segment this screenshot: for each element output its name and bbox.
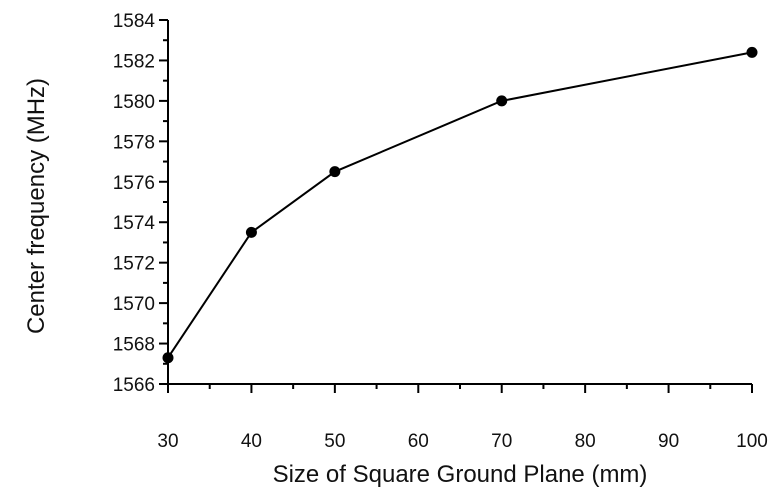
x-tick-label: 30	[157, 431, 178, 452]
x-tick-label: 40	[241, 431, 262, 452]
data-point	[245, 226, 257, 238]
x-tick-label: 100	[736, 431, 768, 452]
x-axis-title: Size of Square Ground Plane (mm)	[273, 461, 648, 488]
data-point	[329, 166, 341, 178]
data-point	[162, 352, 174, 364]
y-tick-label: 1566	[113, 375, 155, 396]
y-tick-label: 1584	[113, 11, 156, 32]
x-tick-label: 60	[408, 431, 429, 452]
y-tick-label: 1582	[113, 51, 155, 72]
x-tick-label: 70	[491, 431, 512, 452]
y-tick-label: 1572	[113, 254, 155, 275]
y-axis-ticks: 1566 1568 1570 1572 1574 1576 1578 1580 1582 1584	[113, 11, 168, 396]
y-tick-label: 1570	[113, 294, 155, 315]
data-point	[496, 95, 508, 107]
x-tick-label: 90	[658, 431, 679, 452]
y-tick-label: 1576	[113, 173, 155, 194]
y-tick-label: 1568	[113, 335, 155, 356]
data-point	[746, 46, 758, 58]
x-tick-label: 50	[324, 431, 345, 452]
y-tick-label: 1578	[113, 132, 155, 153]
x-tick-label: 80	[575, 431, 596, 452]
series-line	[167, 51, 753, 359]
x-axis-ticks: 30 40 50 60 70 80 90 100	[157, 384, 768, 452]
y-tick-label: 1574	[113, 213, 156, 234]
series-layer	[162, 46, 758, 364]
y-axis-title: Center frequency (MHz)	[23, 78, 50, 334]
y-tick-label: 1580	[113, 92, 155, 113]
